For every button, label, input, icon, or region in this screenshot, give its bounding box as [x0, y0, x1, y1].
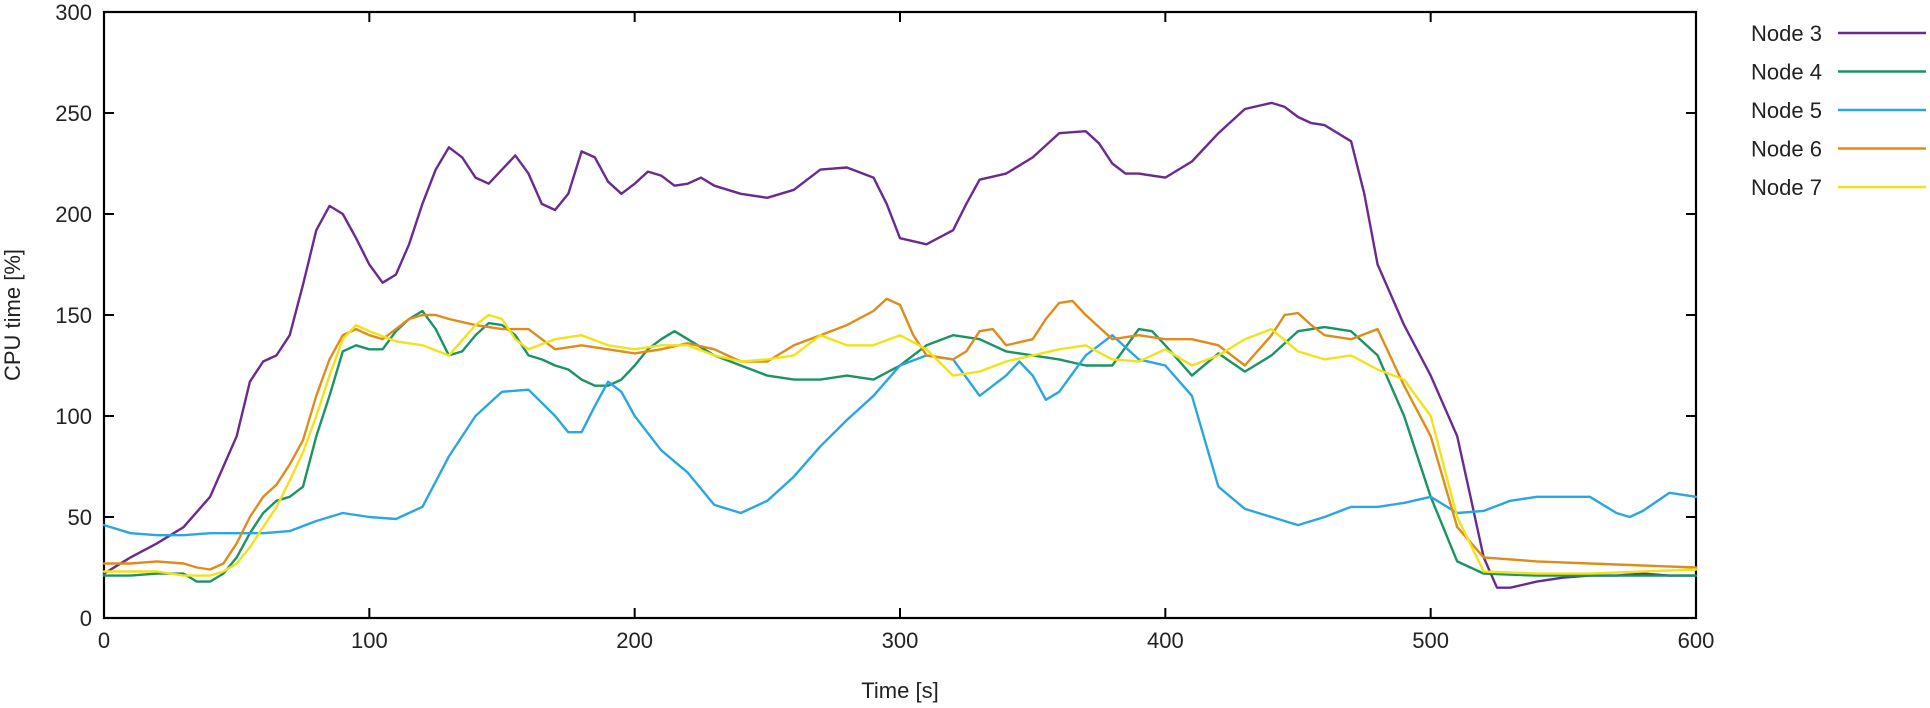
series-line-node-5 — [102, 334, 1698, 537]
x-axis-title: Time [s] — [861, 678, 938, 703]
y-tick-label: 100 — [55, 404, 92, 429]
legend-label: Node 7 — [1751, 175, 1822, 200]
legend: Node 3 Node 4 Node 5 Node 6 Node 7 — [1751, 21, 1926, 200]
series-line-node-7 — [102, 313, 1698, 577]
y-tick-label: 300 — [55, 0, 92, 25]
x-tick-label: 400 — [1147, 628, 1184, 653]
series-line-node-3 — [102, 101, 1698, 589]
y-axis-title: CPU time [%] — [0, 249, 25, 381]
legend-label: Node 3 — [1751, 21, 1822, 46]
x-axis-ticks: 0 100 200 300 400 500 600 — [98, 12, 1714, 653]
x-tick-label: 0 — [98, 628, 110, 653]
series-layer — [102, 101, 1698, 589]
series-line-node-4 — [102, 309, 1698, 583]
x-tick-label: 100 — [351, 628, 388, 653]
x-tick-label: 300 — [882, 628, 919, 653]
x-tick-label: 500 — [1412, 628, 1449, 653]
legend-label: Node 5 — [1751, 98, 1822, 123]
y-tick-label: 250 — [55, 101, 92, 126]
x-tick-label: 200 — [616, 628, 653, 653]
legend-label: Node 6 — [1751, 137, 1822, 162]
y-axis-ticks: 0 50 100 150 200 250 300 — [55, 0, 1696, 631]
legend-label: Node 4 — [1751, 60, 1822, 85]
y-tick-label: 0 — [80, 606, 92, 631]
y-tick-label: 50 — [68, 505, 92, 530]
y-tick-label: 200 — [55, 202, 92, 227]
x-tick-label: 600 — [1678, 628, 1715, 653]
y-tick-label: 150 — [55, 303, 92, 328]
